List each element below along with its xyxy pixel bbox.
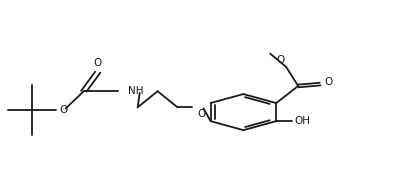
Text: OH: OH [294,116,310,126]
Text: NH: NH [128,86,143,96]
Text: O: O [60,105,68,115]
Text: O: O [198,109,206,119]
Text: O: O [276,55,284,65]
Text: O: O [324,77,332,87]
Text: O: O [94,58,102,68]
